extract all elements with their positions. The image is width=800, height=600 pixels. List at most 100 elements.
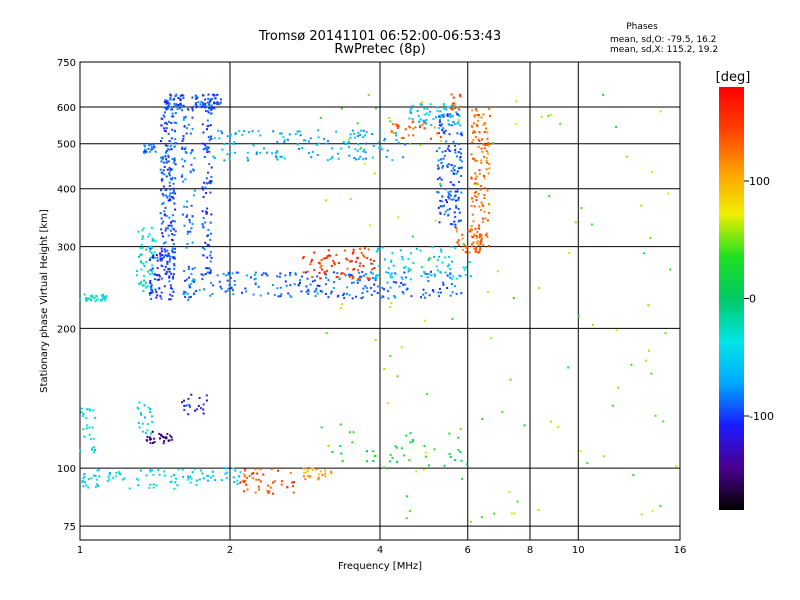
data-point — [206, 110, 209, 112]
data-point — [88, 433, 91, 436]
data-point — [165, 150, 168, 153]
data-point — [439, 140, 442, 143]
data-point — [437, 132, 440, 135]
data-point — [447, 106, 450, 109]
data-point — [421, 101, 424, 103]
data-point — [472, 131, 475, 134]
data-point — [478, 251, 481, 254]
data-point — [448, 193, 451, 195]
data-point — [419, 249, 422, 252]
data-point — [169, 168, 172, 171]
data-point — [450, 198, 453, 201]
data-point — [455, 227, 458, 230]
data-point — [168, 140, 171, 142]
data-point — [438, 295, 440, 298]
data-point — [221, 148, 224, 151]
data-point — [443, 103, 445, 106]
data-point — [128, 487, 131, 490]
data-point — [163, 210, 166, 213]
data-point — [470, 245, 473, 248]
data-point — [272, 481, 274, 484]
data-point — [170, 436, 173, 439]
data-point — [137, 478, 140, 481]
data-point — [383, 288, 385, 291]
data-point — [483, 155, 485, 158]
data-point — [193, 281, 195, 283]
data-point — [243, 473, 246, 476]
data-point — [273, 294, 276, 296]
data-point — [150, 291, 153, 294]
data-point — [161, 257, 164, 260]
data-point — [206, 125, 209, 128]
data-point — [403, 283, 406, 286]
data-point — [611, 404, 614, 407]
data-point — [615, 329, 618, 332]
data-point — [485, 150, 488, 153]
data-point — [370, 262, 373, 265]
data-point — [94, 416, 97, 419]
data-point — [209, 238, 212, 241]
data-point — [400, 282, 403, 284]
data-point — [158, 275, 161, 278]
data-point — [363, 162, 366, 165]
data-point — [406, 287, 409, 290]
data-point — [150, 226, 153, 229]
data-point — [262, 473, 265, 476]
data-point — [437, 164, 439, 167]
data-point — [449, 276, 452, 279]
data-point — [422, 293, 425, 296]
data-point — [186, 214, 189, 217]
data-point — [351, 297, 354, 300]
data-point — [206, 271, 209, 274]
data-point — [171, 256, 174, 259]
data-point — [169, 481, 172, 484]
data-point — [371, 268, 374, 271]
data-point — [348, 146, 350, 149]
data-point — [437, 291, 440, 294]
data-point — [207, 171, 209, 174]
data-point — [177, 104, 180, 106]
data-point — [163, 474, 166, 477]
data-point — [180, 175, 183, 178]
data-point — [234, 469, 237, 472]
data-point — [436, 269, 439, 272]
data-point — [164, 99, 167, 102]
x-tick-label: 1 — [77, 545, 83, 556]
data-point — [313, 251, 316, 254]
data-point — [272, 492, 274, 495]
data-point — [457, 142, 460, 145]
data-point — [202, 94, 205, 97]
data-point — [248, 475, 251, 478]
data-point — [233, 280, 236, 282]
data-point — [392, 264, 395, 267]
data-point — [471, 236, 474, 239]
data-point — [140, 253, 143, 256]
data-point — [400, 137, 403, 140]
data-point — [483, 177, 486, 180]
data-point — [375, 276, 378, 278]
data-point — [307, 469, 309, 472]
data-point — [245, 274, 248, 277]
data-point — [330, 290, 333, 293]
data-point — [279, 286, 282, 289]
data-point — [311, 258, 313, 261]
data-point — [337, 157, 340, 160]
data-point — [140, 260, 142, 263]
data-point — [473, 194, 476, 197]
data-point — [486, 131, 489, 134]
data-point — [214, 102, 217, 105]
data-point — [93, 451, 95, 454]
data-point — [227, 273, 230, 276]
data-point — [402, 156, 405, 159]
data-point — [101, 294, 104, 297]
data-point — [189, 230, 192, 233]
data-point — [550, 113, 553, 116]
data-point — [419, 126, 421, 129]
data-point — [488, 167, 491, 170]
data-point — [276, 275, 279, 278]
data-point — [446, 208, 449, 211]
data-point — [516, 500, 519, 503]
data-point — [135, 477, 138, 480]
data-point — [242, 479, 245, 482]
